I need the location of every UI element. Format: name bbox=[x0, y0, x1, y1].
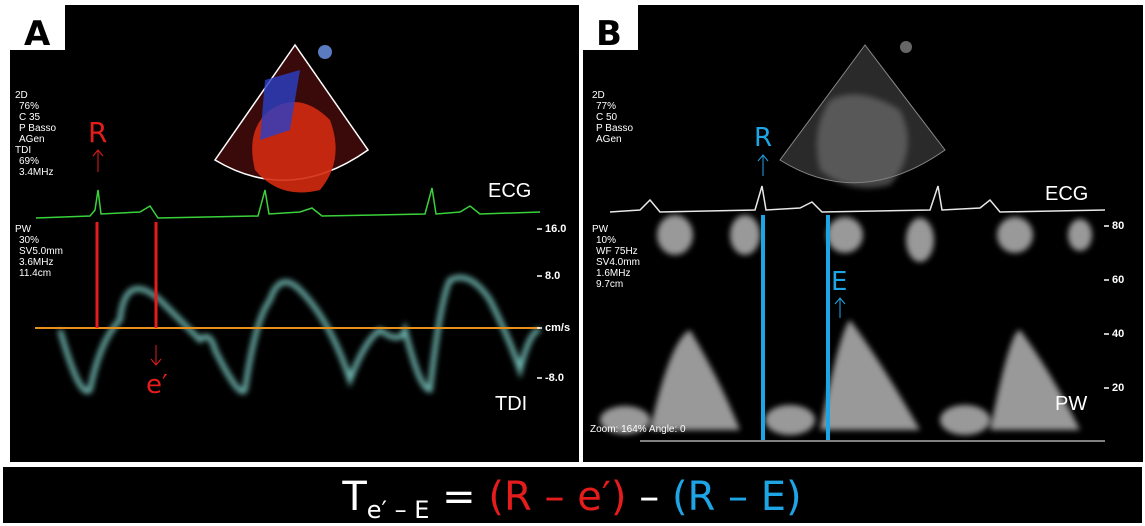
setting-text: 76% bbox=[19, 101, 39, 112]
scale-label: 80 bbox=[1112, 220, 1124, 232]
panel-letter: A bbox=[24, 14, 51, 54]
formula-t: T bbox=[341, 474, 367, 520]
setting-text: 2D bbox=[592, 90, 605, 101]
setting-text: AGen bbox=[19, 134, 45, 145]
setting-text: C 50 bbox=[596, 112, 618, 123]
setting-text: AGen bbox=[596, 134, 622, 145]
setting-text: 3.6MHz bbox=[19, 257, 53, 268]
marker-r: R bbox=[88, 116, 107, 149]
setting-text: P Basso bbox=[596, 123, 633, 134]
setting-text: WF 75Hz bbox=[596, 246, 638, 257]
setting-text: 69% bbox=[19, 156, 39, 167]
setting-text: C 35 bbox=[19, 112, 41, 123]
setting-text: PW bbox=[15, 224, 32, 235]
formula-eq: = bbox=[429, 474, 488, 520]
scale-label: 40 bbox=[1112, 328, 1124, 340]
formula-minus: – bbox=[627, 474, 672, 520]
marker-r: R bbox=[754, 123, 772, 153]
ecg-label: ECG bbox=[488, 180, 531, 202]
setting-text: 3.4MHz bbox=[19, 167, 53, 178]
ecg-label: ECG bbox=[1045, 183, 1088, 205]
setting-text: 77% bbox=[596, 101, 616, 112]
echo-tissue bbox=[817, 94, 908, 187]
scale-label: 20 bbox=[1112, 382, 1124, 394]
probe-icon bbox=[318, 45, 332, 59]
trace-label: TDI bbox=[495, 393, 527, 415]
setting-text: 10% bbox=[596, 235, 616, 246]
panel-letter: B bbox=[596, 14, 622, 54]
setting-text: 1.6MHz bbox=[596, 268, 630, 279]
setting-text: SV5.0mm bbox=[19, 246, 63, 257]
setting-text: 30% bbox=[19, 235, 39, 246]
setting-text: 9.7cm bbox=[596, 279, 623, 290]
setting-text: SV4.0mm bbox=[596, 257, 640, 268]
probe-icon bbox=[900, 41, 912, 53]
setting-text: PW bbox=[592, 224, 609, 235]
marker-e: E bbox=[831, 267, 847, 297]
scale-label: 8.0 bbox=[545, 270, 560, 282]
setting-text: TDI bbox=[15, 145, 31, 156]
scale-label: cm/s bbox=[545, 322, 570, 334]
trace-label: PW bbox=[1055, 393, 1087, 415]
formula-part: (R – E) bbox=[672, 474, 802, 520]
marker-e-prime: e′ bbox=[146, 370, 168, 400]
formula-sub: e′ – E bbox=[367, 496, 430, 524]
setting-text: 11.4cm bbox=[19, 268, 51, 279]
setting-text: 2D bbox=[15, 90, 28, 101]
figure: A B R e′ ECG TDI R E ECG PW Zoom: 164% A… bbox=[0, 0, 1145, 526]
zoom-label: Zoom: 164% Angle: 0 bbox=[590, 424, 686, 435]
formula-part: (R – e′) bbox=[488, 474, 626, 520]
scale-label: 16.0 bbox=[545, 223, 566, 235]
scale-label: 60 bbox=[1112, 274, 1124, 286]
setting-text: P Basso bbox=[19, 123, 56, 134]
scale-label: -8.0 bbox=[545, 372, 564, 384]
